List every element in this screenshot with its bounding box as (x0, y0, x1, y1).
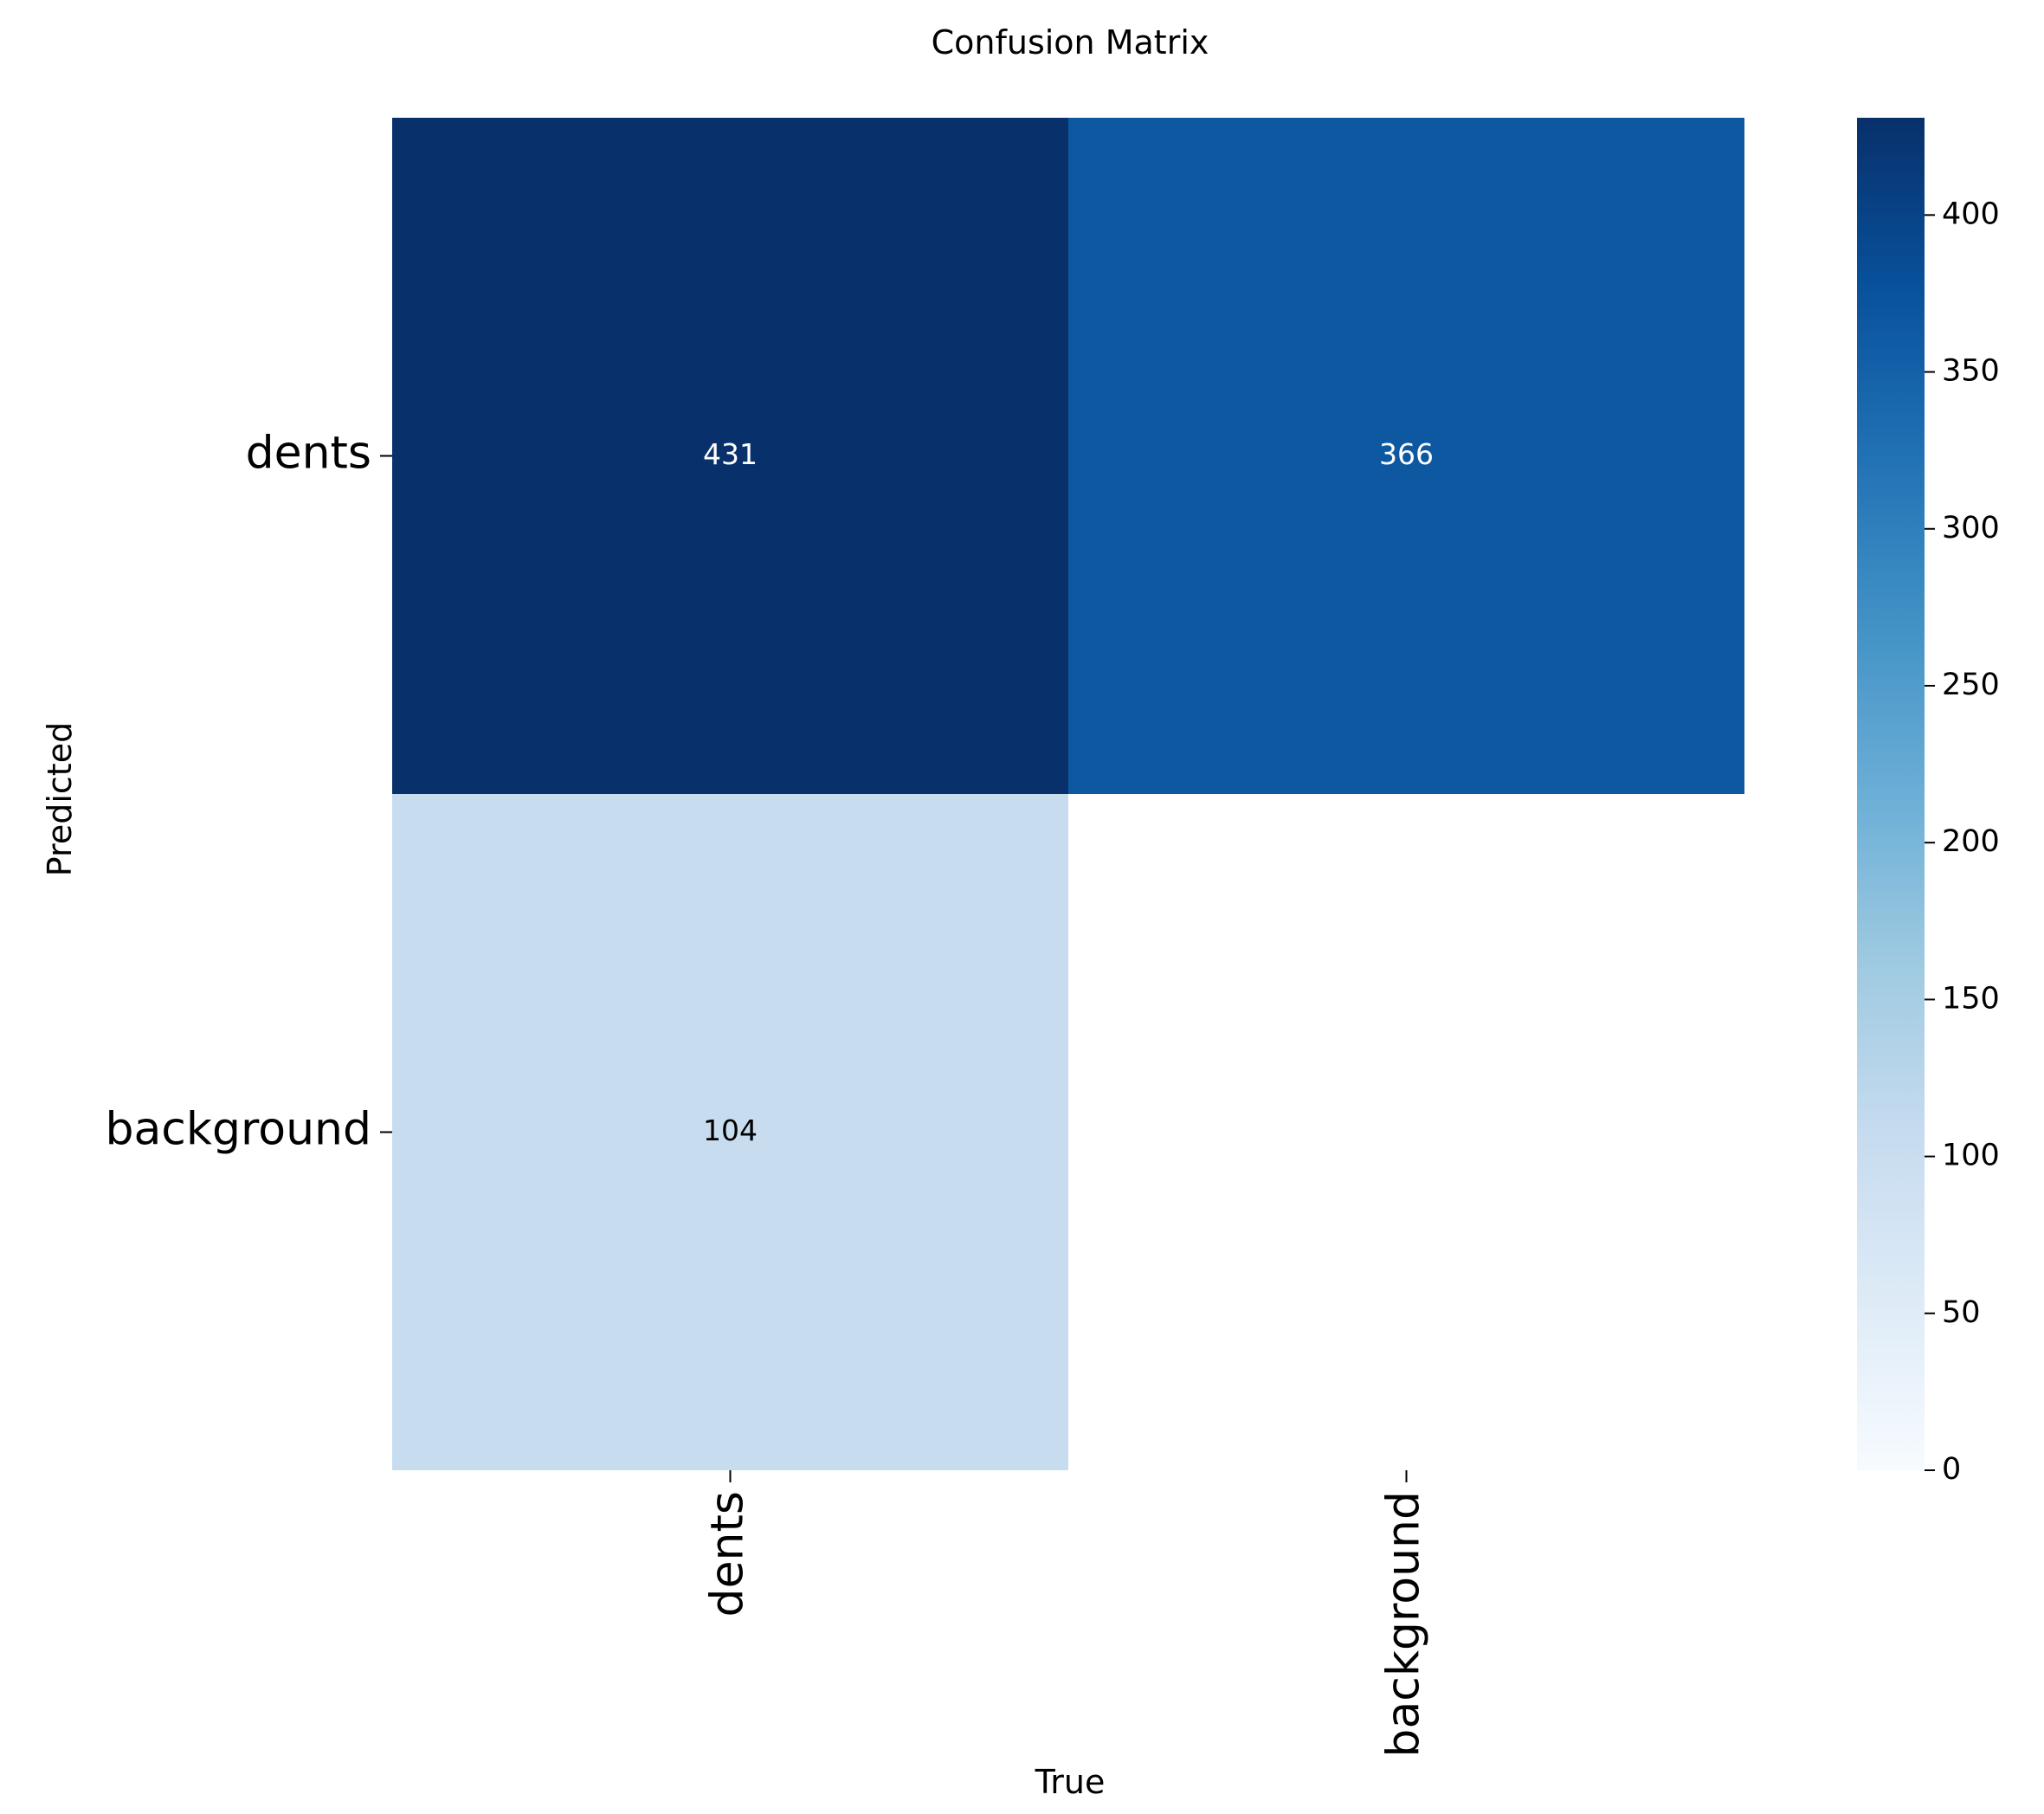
cell-value-label: 431 (703, 437, 758, 471)
y-axis-label: Predicted (41, 722, 79, 876)
colorbar-tick-label: 100 (1942, 1139, 2000, 1173)
heatmap-cell (392, 794, 1068, 1470)
colorbar-ticks: 0 50 100 150 200 250 300 350 400 (1925, 197, 2000, 1487)
colorbar (1857, 118, 1925, 1470)
y-tick-label: background (105, 1104, 371, 1156)
heatmap-cells: 431 366 104 (392, 118, 1744, 1470)
y-tick-label: dents (246, 428, 371, 480)
colorbar-tick-label: 150 (1942, 981, 2000, 1016)
colorbar-tick-label: 250 (1942, 668, 2000, 702)
heatmap-cell (392, 118, 1068, 794)
y-axis: dents background (105, 428, 392, 1156)
cell-value-label: 104 (703, 1114, 758, 1147)
colorbar-tick-label: 350 (1942, 354, 2000, 389)
colorbar-tick-label: 0 (1942, 1452, 1961, 1487)
colorbar-tick-label: 300 (1942, 511, 2000, 545)
x-tick-label: dents (702, 1491, 754, 1617)
colorbar-tick-label: 200 (1942, 824, 2000, 859)
x-axis: dents background (702, 1470, 1430, 1758)
x-axis-label: True (1035, 1763, 1106, 1801)
cell-value-label: 366 (1379, 437, 1434, 471)
chart-title: Confusion Matrix (932, 23, 1209, 61)
colorbar-tick-label: 50 (1942, 1295, 1981, 1330)
colorbar-tick-label: 400 (1942, 197, 2000, 231)
x-tick-label: background (1378, 1491, 1430, 1758)
heatmap-cell (1068, 118, 1744, 794)
